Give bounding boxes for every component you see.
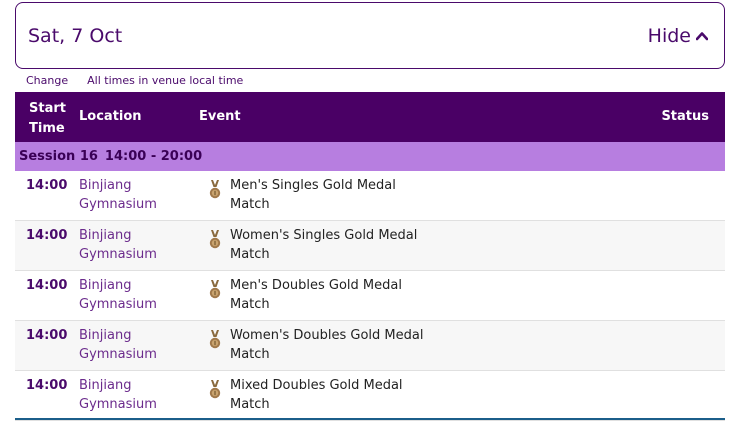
bronze-medal-icon — [209, 280, 221, 302]
row-location-link[interactable]: Binjiang Gymnasium — [79, 328, 157, 362]
column-header-location: Location — [79, 109, 142, 124]
hide-button[interactable]: Hide — [648, 25, 708, 47]
bronze-medal-icon — [209, 330, 221, 352]
row-event-name: Women's Singles Gold Medal Match — [230, 228, 418, 262]
table-row: 14:00 Binjiang Gymnasium Men's Doubles G… — [15, 271, 725, 321]
row-event-name: Mixed Doubles Gold Medal Match — [230, 378, 403, 412]
schedule-subbar: Change All times in venue local time — [26, 74, 243, 87]
table-row: 14:00 Binjiang Gymnasium Women's Singles… — [15, 221, 725, 271]
column-header-start-time: Start Time — [29, 101, 66, 136]
chevron-up-icon — [696, 31, 708, 40]
row-start-time: 14:00 — [26, 378, 68, 393]
table-row: 14:00 Binjiang Gymnasium Women's Doubles… — [15, 321, 725, 371]
table-row: 14:00 Binjiang Gymnasium Men's Singles G… — [15, 171, 725, 221]
table-row: 14:00 Binjiang Gymnasium Mixed Doubles G… — [15, 371, 725, 421]
session-label: Session 16 — [19, 149, 98, 164]
column-header-status: Status — [661, 109, 709, 124]
row-event-name: Men's Singles Gold Medal Match — [230, 178, 396, 212]
change-link[interactable]: Change — [26, 74, 69, 87]
row-start-time: 14:00 — [26, 178, 68, 193]
row-location-link[interactable]: Binjiang Gymnasium — [79, 278, 157, 312]
table-bottom-divider — [15, 418, 725, 420]
row-start-time: 14:00 — [26, 228, 68, 243]
row-event-name: Men's Doubles Gold Medal Match — [230, 278, 402, 312]
date-selector: Sat, 7 Oct Hide — [15, 2, 725, 69]
hide-label: Hide — [647, 24, 691, 47]
selected-date: Sat, 7 Oct — [28, 24, 123, 47]
table-header: Start Time Location Event Status — [15, 92, 725, 142]
row-location-link[interactable]: Binjiang Gymnasium — [79, 178, 157, 212]
schedule-table: Start Time Location Event Status Session… — [15, 92, 725, 421]
bronze-medal-icon — [209, 380, 221, 402]
row-start-time: 14:00 — [26, 328, 68, 343]
bronze-medal-icon — [209, 180, 221, 202]
row-location-link[interactable]: Binjiang Gymnasium — [79, 378, 157, 412]
row-location-link[interactable]: Binjiang Gymnasium — [79, 228, 157, 262]
session-time-range: 14:00 - 20:00 — [104, 149, 203, 164]
row-start-time: 14:00 — [26, 278, 68, 293]
column-header-event: Event — [199, 109, 241, 124]
table-body: 14:00 Binjiang Gymnasium Men's Singles G… — [15, 171, 725, 421]
timezone-note: All times in venue local time — [87, 74, 244, 87]
row-event-name: Women's Doubles Gold Medal Match — [230, 328, 424, 362]
session-header: Session 16 14:00 - 20:00 — [15, 142, 725, 171]
bronze-medal-icon — [209, 230, 221, 252]
